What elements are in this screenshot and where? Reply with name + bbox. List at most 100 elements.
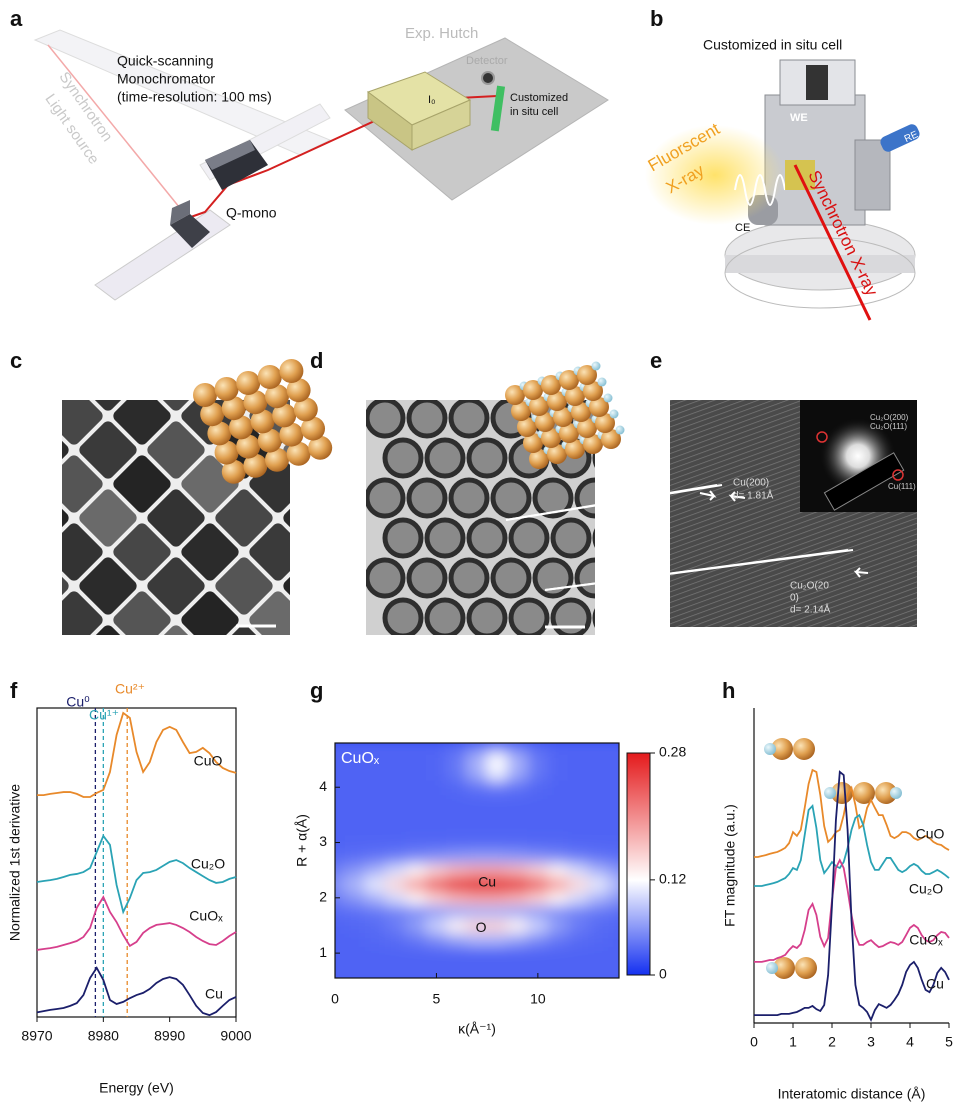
- atom: [610, 410, 619, 419]
- nanoshell: [427, 600, 463, 636]
- heatmap-cell: [345, 849, 366, 864]
- heatmap-cell: [487, 835, 508, 850]
- colorbar: [627, 753, 650, 975]
- heatmap-cell: [568, 904, 589, 919]
- heatmap-cell: [385, 821, 406, 836]
- heatmap-cell: [406, 946, 427, 961]
- heatmap-cell: [385, 807, 406, 822]
- heatmap-cell: [588, 849, 609, 864]
- heatmap-cell: [548, 904, 569, 919]
- heatmap-cell: [487, 904, 508, 919]
- heatmap-cell: [568, 752, 589, 767]
- heatmap-cell: [487, 766, 508, 781]
- heatmap-cell: [527, 904, 548, 919]
- atom: [236, 371, 260, 395]
- atom-icon: [766, 962, 778, 974]
- series-label: CuO: [916, 826, 945, 842]
- heatmap-cell: [345, 877, 366, 892]
- nanocube: [111, 317, 173, 379]
- atom: [258, 365, 282, 389]
- label: Cu₂O(111): [870, 422, 907, 431]
- x-tick-label: 4: [906, 1034, 914, 1050]
- heatmap-cell: [345, 918, 366, 933]
- x-axis-label: Interatomic distance (Å): [778, 1086, 926, 1102]
- base-disc-side: [725, 255, 915, 273]
- heatmap-cell: [365, 877, 386, 892]
- heatmap-cell: [446, 794, 467, 809]
- heatmap-cell: [487, 752, 508, 767]
- heatmap-cell: [548, 932, 569, 947]
- atom: [193, 383, 217, 407]
- heatmap-cell: [345, 890, 366, 905]
- atom-icon: [824, 787, 836, 799]
- heatmap-cells: [324, 738, 629, 988]
- x-tick-label: 3: [867, 1034, 875, 1050]
- x-tick-label: 8990: [154, 1028, 185, 1044]
- nanocube: [179, 317, 241, 379]
- heatmap-cell: [507, 849, 528, 864]
- nanocube: [0, 521, 37, 583]
- heatmap-cell: [527, 835, 548, 850]
- heatmap-cell: [568, 877, 589, 892]
- cell-slot: [806, 65, 828, 100]
- nanoshell: [427, 440, 463, 476]
- heatmap-cell: [426, 932, 447, 947]
- heatmap-cell: [365, 849, 386, 864]
- label: Quick-scanning: [117, 53, 214, 69]
- heatmap-cell: [588, 918, 609, 933]
- reference-label: Cu²⁺: [115, 681, 145, 697]
- nanoshell: [469, 520, 505, 556]
- heatmap-cell: [568, 946, 589, 961]
- heatmap-cell: [446, 960, 467, 975]
- heatmap-cell: [588, 752, 609, 767]
- heatmap-cell: [385, 960, 406, 975]
- heatmap-cell: [446, 932, 467, 947]
- heatmap-cell: [385, 752, 406, 767]
- heatmap-cell: [507, 835, 528, 850]
- heatmap-cell: [406, 973, 427, 988]
- nanocube: [179, 657, 241, 719]
- heatmap-cell: [487, 807, 508, 822]
- heatmap-cell: [345, 973, 366, 988]
- heatmap-cell: [406, 877, 427, 892]
- heatmap-cell: [385, 835, 406, 850]
- heatmap-cell: [548, 835, 569, 850]
- heatmap-cell: [507, 752, 528, 767]
- heatmap-cell: [365, 780, 386, 795]
- heatmap-cell: [568, 890, 589, 905]
- heatmap-cell: [426, 960, 447, 975]
- nanoshell: [367, 560, 403, 596]
- nanoshell: [385, 520, 421, 556]
- heatmap-cell: [507, 932, 528, 947]
- atom: [215, 377, 239, 401]
- x-tick-label: 0: [750, 1034, 758, 1050]
- heatmap-cell: [568, 835, 589, 850]
- nanoshell: [409, 480, 445, 516]
- nanocube: [213, 283, 275, 345]
- atom: [592, 362, 601, 371]
- heatmap-cell: [588, 794, 609, 809]
- heatmap-cell: [527, 738, 548, 753]
- label: (time-resolution: 100 ms): [117, 89, 272, 105]
- heatmap-cell: [588, 835, 609, 850]
- nanoshell: [511, 520, 547, 556]
- y-tick-label: 4: [319, 778, 327, 794]
- heatmap-cell: [365, 904, 386, 919]
- label: in situ cell: [510, 106, 558, 118]
- atom-icon: [890, 787, 902, 799]
- colorbar-tick-label: 0.12: [659, 871, 686, 887]
- heatmap-cell: [507, 918, 528, 933]
- nanocube: [0, 589, 37, 651]
- nanoshell: [595, 600, 631, 636]
- nanoshell: [595, 520, 631, 556]
- heatmap-cell: [548, 752, 569, 767]
- label: 0): [790, 593, 799, 604]
- y-axis-label: R + α(Å): [294, 814, 310, 867]
- nanocube: [145, 283, 207, 345]
- heatmap-cell: [548, 973, 569, 988]
- nanoshell: [409, 560, 445, 596]
- heatmap-cell: [588, 932, 609, 947]
- heatmap-cell: [385, 794, 406, 809]
- heatmap-cell: [446, 863, 467, 878]
- heatmap-cell: [345, 766, 366, 781]
